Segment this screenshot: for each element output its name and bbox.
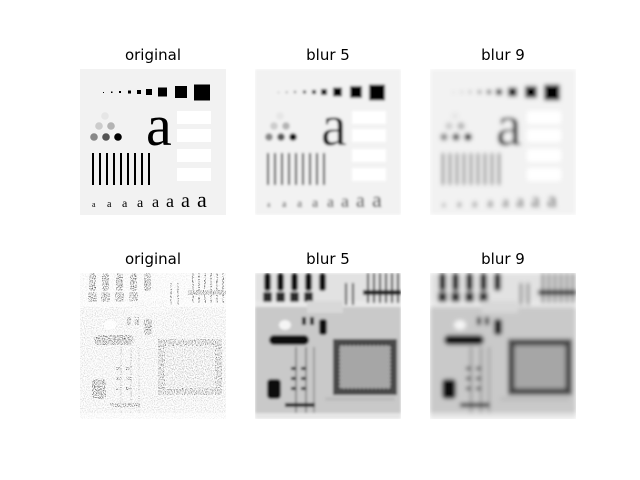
panel-title: blur 5 [306,46,350,64]
test-pattern-image-blur5 [255,69,401,215]
panel-title: blur 9 [481,46,525,64]
panel-title: original [124,46,182,64]
test-pattern-image [80,69,226,215]
circuit-xray-image [80,273,226,419]
circuit-xray-image-blur5 [255,273,401,419]
panel-title: blur 5 [306,250,350,268]
panel-title: original [124,250,182,268]
test-pattern-image-blur9 [430,69,576,215]
circuit-xray-image-blur9 [430,273,576,419]
panel-title: blur 9 [481,250,525,268]
